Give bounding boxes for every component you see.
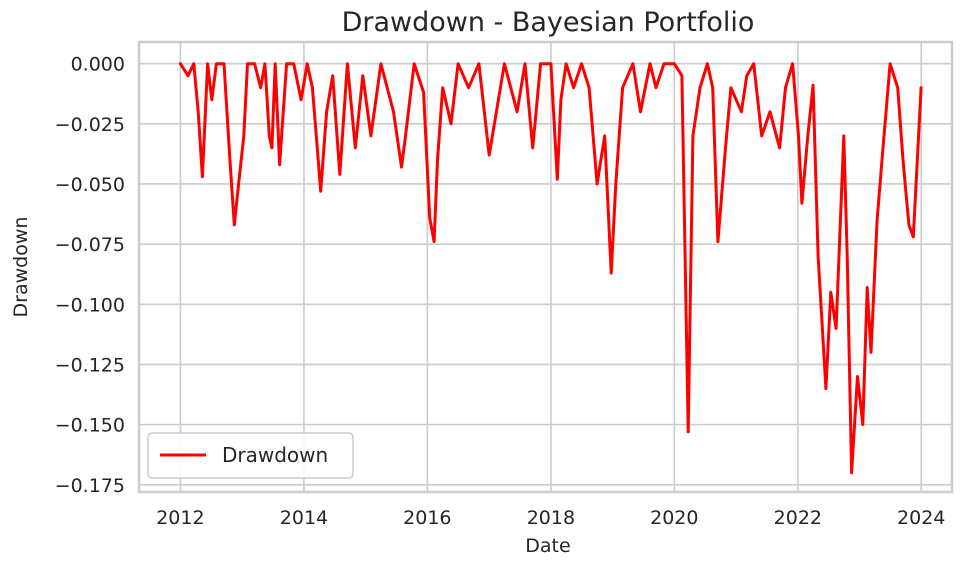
x-tick-label: 2022 <box>774 507 822 529</box>
legend-label: Drawdown <box>222 443 328 467</box>
x-tick-label: 2016 <box>403 507 451 529</box>
y-tick-label: −0.025 <box>55 114 125 136</box>
y-tick-label: −0.050 <box>55 174 125 196</box>
y-axis-label: Drawdown <box>10 217 32 318</box>
y-tick-label: −0.125 <box>55 354 125 376</box>
y-tick-label: −0.150 <box>55 415 125 437</box>
y-tick-labels: 0.000 −0.025 −0.050 −0.075 −0.100 −0.125 −0.15… <box>55 54 125 497</box>
series-layer <box>178 62 923 475</box>
y-tick-label: −0.175 <box>55 475 125 497</box>
x-tick-label: 2018 <box>527 507 575 529</box>
x-tick-label: 2014 <box>280 507 328 529</box>
chart-title: Drawdown - Bayesian Portfolio <box>342 7 755 38</box>
x-tick-label: 2012 <box>156 507 204 529</box>
y-tick-label: −0.100 <box>55 294 125 316</box>
x-tick-label: 2024 <box>897 507 945 529</box>
legend: Drawdown <box>147 432 354 479</box>
series-line-drawdown <box>178 62 923 475</box>
x-tick-labels: 2012 2014 2016 2018 2020 2022 2024 <box>156 507 945 529</box>
x-tick-label: 2020 <box>650 507 698 529</box>
y-tick-label: −0.075 <box>55 234 125 256</box>
y-tick-label: 0.000 <box>71 54 125 76</box>
x-axis-label: Date <box>525 535 570 557</box>
legend-box <box>147 432 354 479</box>
